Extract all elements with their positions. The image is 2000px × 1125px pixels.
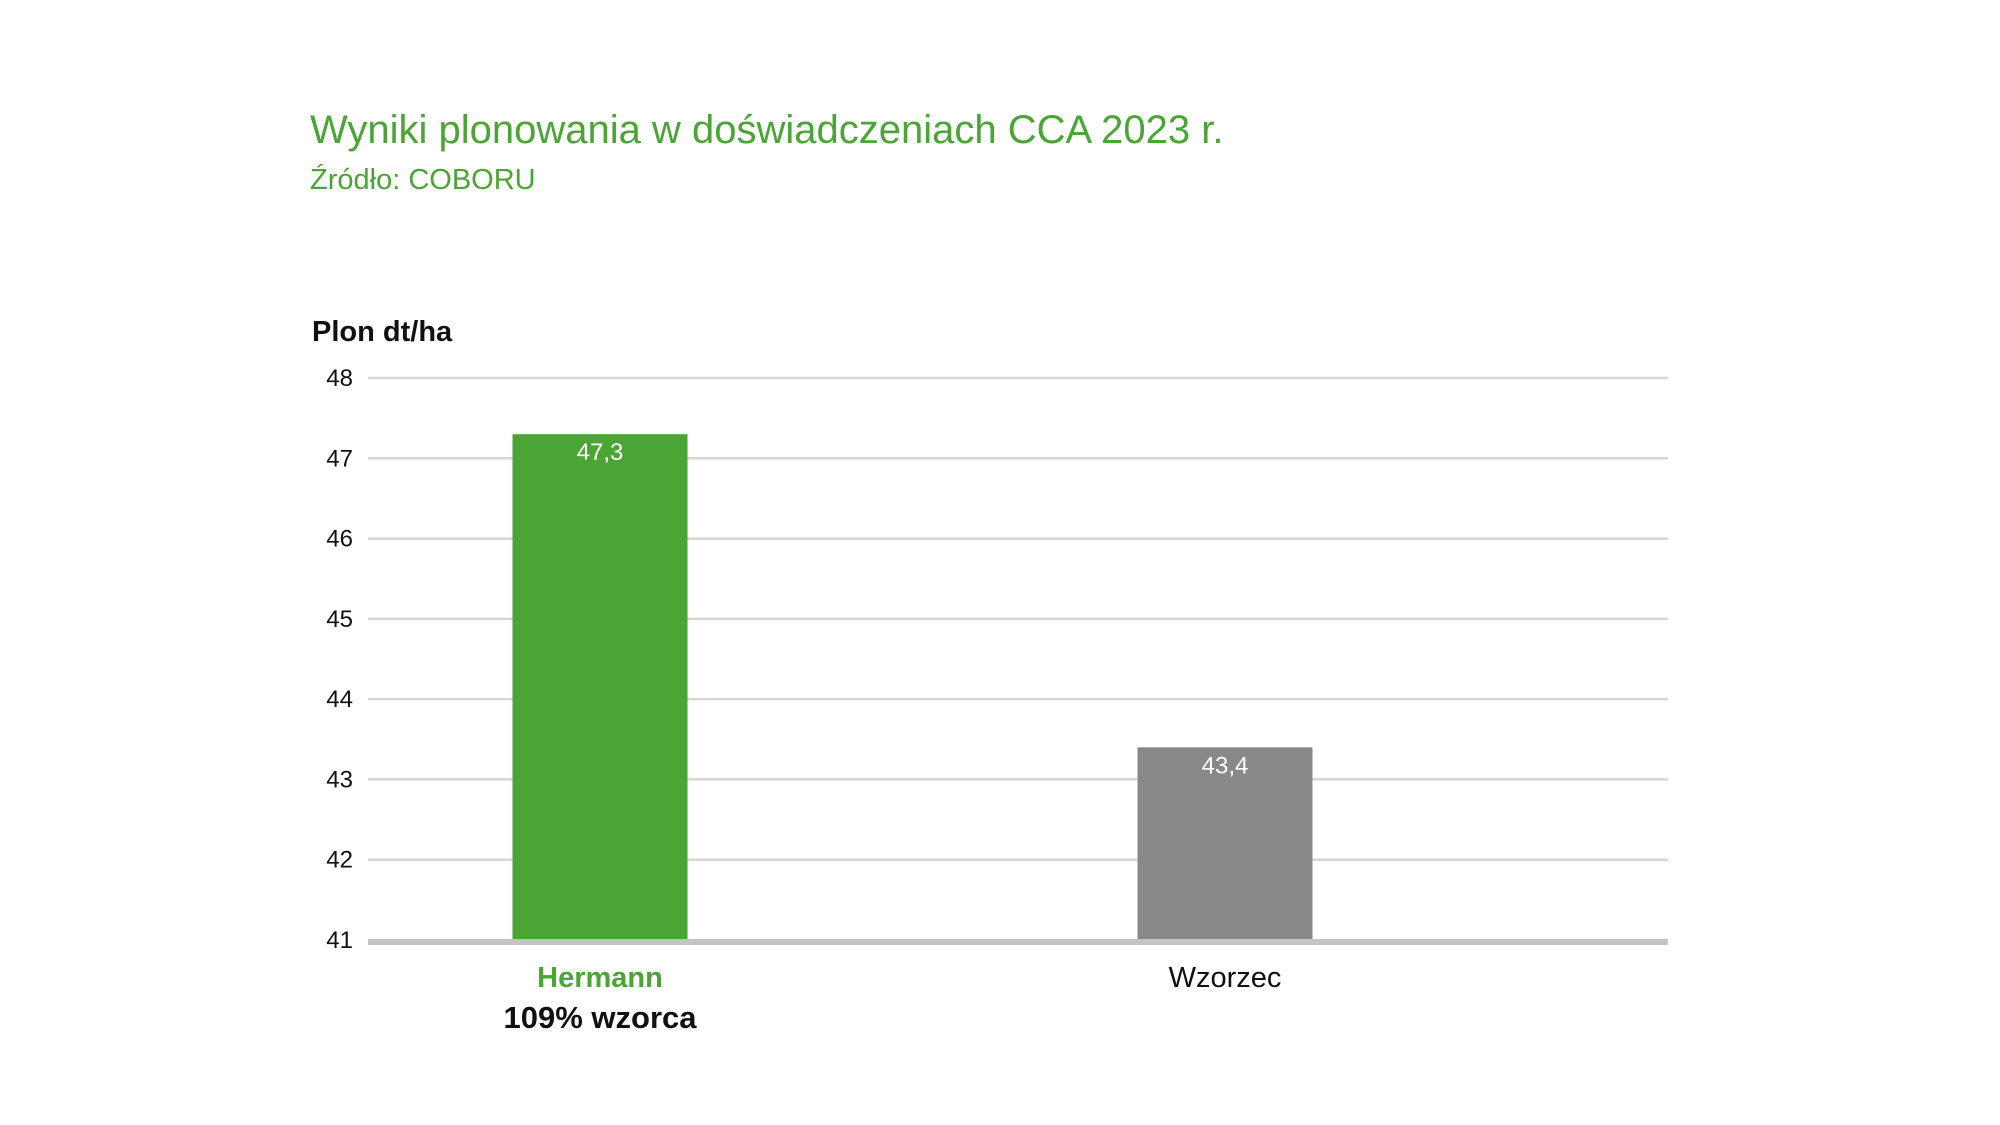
category-label-wzorzec: Wzorzec <box>1168 962 1282 994</box>
y-axis-label: Plon dt/ha <box>312 316 453 348</box>
y-tick-label: 43 <box>326 766 353 793</box>
data-label: 47,3 <box>577 439 624 466</box>
data-label: 43,4 <box>1202 752 1249 779</box>
y-tick-label: 42 <box>326 847 353 874</box>
y-tick-label: 47 <box>326 445 353 472</box>
chart-title: Wyniki plonowania w doświadczeniach CCA … <box>310 108 1224 152</box>
bar-hermann <box>512 434 688 940</box>
category-label-hermann: Hermann <box>537 962 663 994</box>
y-tick-label: 44 <box>326 686 353 713</box>
y-tick-label: 45 <box>326 606 353 633</box>
y-tick-label: 48 <box>326 365 353 392</box>
category-note-hermann: 109% wzorca <box>503 1000 697 1035</box>
bar-wzorzec <box>1137 747 1313 940</box>
y-tick-label: 46 <box>326 526 353 553</box>
y-tick-label: 41 <box>326 927 353 954</box>
chart-subtitle: Źródło: COBORU <box>310 164 536 196</box>
